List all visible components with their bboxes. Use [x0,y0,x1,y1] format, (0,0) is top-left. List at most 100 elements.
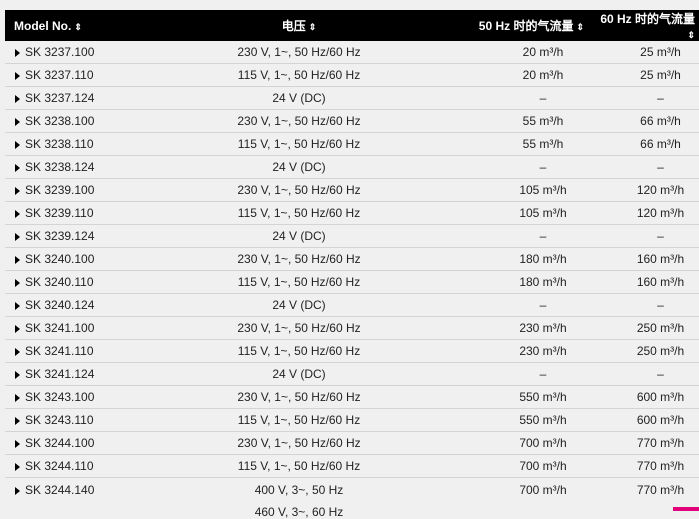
model-cell[interactable]: SK 3241.124 [5,363,164,386]
model-cell[interactable]: SK 3243.110 [5,409,164,432]
model-number: SK 3237.100 [25,45,94,59]
header-row: Model No.⇕ 电压⇕ 50 Hz 时的气流量⇕ 60 Hz 时的气流量⇕ [5,10,699,41]
model-cell[interactable]: SK 3238.110 [5,133,164,156]
model-number: SK 3239.110 [25,206,94,220]
voltage-cell: 115 V, 1~, 50 Hz/60 Hz [164,271,434,294]
expand-triangle-icon[interactable] [15,325,20,333]
model-cell[interactable]: SK 3244.100 [5,432,164,455]
table-row[interactable]: SK 3241.124 24 V (DC) – – [5,363,699,386]
table-row[interactable]: SK 3243.100 230 V, 1~, 50 Hz/60 Hz 550 m… [5,386,699,409]
model-cell[interactable]: SK 3238.100 [5,110,164,133]
expand-triangle-icon[interactable] [15,279,20,287]
table-row[interactable]: SK 3238.124 24 V (DC) – – [5,156,699,179]
table-row[interactable]: SK 3237.124 24 V (DC) – – [5,87,699,110]
table-row[interactable]: SK 3243.110 115 V, 1~, 50 Hz/60 Hz 550 m… [5,409,699,432]
expand-triangle-icon[interactable] [15,164,20,172]
header-flow-50hz[interactable]: 50 Hz 时的气流量⇕ [434,10,592,41]
table-row[interactable]: SK 3240.110 115 V, 1~, 50 Hz/60 Hz 180 m… [5,271,699,294]
flow-60hz-cell: 160 m³/h [592,271,699,294]
flow-50hz-cell: 55 m³/h [434,133,592,156]
expand-triangle-icon[interactable] [15,371,20,379]
flow-50hz-cell: – [434,87,592,110]
expand-triangle-icon[interactable] [15,417,20,425]
table-row[interactable]: SK 3238.110 115 V, 1~, 50 Hz/60 Hz 55 m³… [5,133,699,156]
model-cell[interactable]: SK 3237.124 [5,87,164,110]
expand-triangle-icon[interactable] [15,348,20,356]
expand-triangle-icon[interactable] [15,302,20,310]
voltage-cell: 230 V, 1~, 50 Hz/60 Hz [164,110,434,133]
flow-60hz-cell: 770 m³/h [592,455,699,478]
header-flow-60hz[interactable]: 60 Hz 时的气流量⇕ [592,10,699,41]
table-row[interactable]: SK 3239.100 230 V, 1~, 50 Hz/60 Hz 105 m… [5,179,699,202]
model-number: SK 3237.124 [25,91,94,105]
model-number: SK 3239.100 [25,183,94,197]
flow-60hz-cell: 600 m³/h [592,409,699,432]
table-row[interactable]: SK 3238.100 230 V, 1~, 50 Hz/60 Hz 55 m³… [5,110,699,133]
expand-triangle-icon[interactable] [15,72,20,80]
flow-50hz-cell: – [434,363,592,386]
model-number: SK 3240.124 [25,298,94,312]
flow-50hz-cell: 230 m³/h [434,317,592,340]
expand-triangle-icon[interactable] [15,463,20,471]
voltage-cell: 115 V, 1~, 50 Hz/60 Hz [164,455,434,478]
expand-triangle-icon[interactable] [15,49,20,57]
sort-icon: ⇕ [74,22,82,32]
table-row[interactable]: SK 3239.110 115 V, 1~, 50 Hz/60 Hz 105 m… [5,202,699,225]
table-row[interactable]: SK 3241.110 115 V, 1~, 50 Hz/60 Hz 230 m… [5,340,699,363]
sort-icon: ⇕ [309,22,317,32]
model-cell[interactable]: SK 3240.110 [5,271,164,294]
model-cell[interactable]: SK 3241.110 [5,340,164,363]
flow-60hz-cell: 250 m³/h [592,317,699,340]
voltage-cell: 230 V, 1~, 50 Hz/60 Hz [164,432,434,455]
table-row[interactable]: SK 3237.110 115 V, 1~, 50 Hz/60 Hz 20 m³… [5,64,699,87]
model-cell[interactable]: SK 3239.110 [5,202,164,225]
expand-triangle-icon[interactable] [15,394,20,402]
table-row[interactable]: SK 3241.100 230 V, 1~, 50 Hz/60 Hz 230 m… [5,317,699,340]
table-row[interactable]: SK 3244.110 115 V, 1~, 50 Hz/60 Hz 700 m… [5,455,699,478]
model-cell[interactable]: SK 3238.124 [5,156,164,179]
flow-60hz-cell: 770 m³/h [592,478,699,519]
model-cell[interactable]: SK 3244.140 [5,478,164,519]
table-row[interactable]: SK 3240.124 24 V (DC) – – [5,294,699,317]
model-number: SK 3244.140 [25,483,94,497]
table-row[interactable]: SK 3239.124 24 V (DC) – – [5,225,699,248]
table-row[interactable]: SK 3237.100 230 V, 1~, 50 Hz/60 Hz 20 m³… [5,41,699,64]
header-model[interactable]: Model No.⇕ [5,10,164,41]
table-row[interactable]: SK 3244.100 230 V, 1~, 50 Hz/60 Hz 700 m… [5,432,699,455]
expand-triangle-icon[interactable] [15,256,20,264]
header-label: 50 Hz 时的气流量 [479,19,574,33]
expand-triangle-icon[interactable] [15,118,20,126]
flow-50hz-cell: – [434,156,592,179]
flow-60hz-cell: 250 m³/h [592,340,699,363]
expand-triangle-icon[interactable] [15,141,20,149]
model-cell[interactable]: SK 3244.110 [5,455,164,478]
voltage-line-2: 460 V, 3~, 60 Hz [164,505,434,519]
model-cell[interactable]: SK 3239.100 [5,179,164,202]
flow-50hz-cell: 550 m³/h [434,386,592,409]
voltage-cell: 230 V, 1~, 50 Hz/60 Hz [164,41,434,64]
expand-triangle-icon[interactable] [15,233,20,241]
flow-60hz-cell: 25 m³/h [592,41,699,64]
model-cell[interactable]: SK 3237.100 [5,41,164,64]
model-number: SK 3239.124 [25,229,94,243]
model-cell[interactable]: SK 3240.100 [5,248,164,271]
model-cell[interactable]: SK 3240.124 [5,294,164,317]
expand-triangle-icon[interactable] [15,440,20,448]
flow-60hz-cell: 120 m³/h [592,202,699,225]
table-row[interactable]: SK 3240.100 230 V, 1~, 50 Hz/60 Hz 180 m… [5,248,699,271]
expand-triangle-icon[interactable] [15,95,20,103]
accent-bar [673,507,699,511]
expand-triangle-icon[interactable] [15,187,20,195]
model-cell[interactable]: SK 3243.100 [5,386,164,409]
model-cell[interactable]: SK 3237.110 [5,64,164,87]
model-cell[interactable]: SK 3241.100 [5,317,164,340]
model-number: SK 3238.110 [25,137,94,151]
model-cell[interactable]: SK 3239.124 [5,225,164,248]
expand-triangle-icon[interactable] [15,487,20,495]
expand-triangle-icon[interactable] [15,210,20,218]
flow-50hz-cell: 700 m³/h [434,432,592,455]
header-voltage[interactable]: 电压⇕ [164,10,434,41]
flow-60hz-cell: – [592,225,699,248]
model-number: SK 3243.110 [25,413,94,427]
